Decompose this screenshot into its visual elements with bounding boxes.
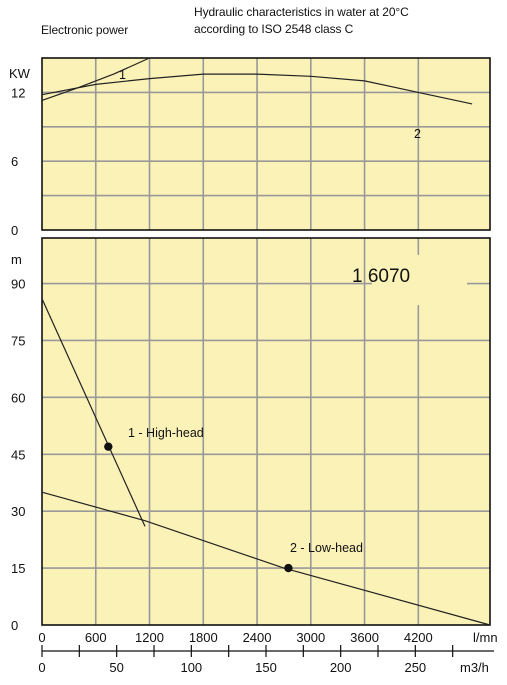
operating-point-2 [284, 563, 293, 573]
head-curve-1 [41, 298, 146, 527]
power-ytick-label: 0 [11, 223, 18, 238]
x-tick-label: 2400 [243, 630, 272, 645]
power-panel-frame [41, 57, 491, 231]
high-head-label: 1 - High-head [128, 426, 204, 440]
model-label: 1 6070 [352, 266, 410, 287]
m3h-tick-label: 0 [38, 660, 45, 675]
m3h-tick-label: 250 [404, 660, 426, 675]
power-ylabel: KW [9, 66, 31, 81]
hydraulic-characteristics-title: Hydraulic characteristics in water at 20… [194, 4, 409, 38]
x-tick-label: 1200 [135, 630, 164, 645]
m3h-tick-label: 50 [109, 660, 123, 675]
head-ylabel: m [11, 252, 22, 267]
head-ytick-label: 0 [11, 618, 18, 633]
power-ytick-label: 12 [11, 85, 25, 100]
x-axis-unit-lmn: l/mn [473, 630, 498, 645]
m3h-tick-label: 200 [330, 660, 352, 675]
x-tick-label: 3000 [296, 630, 325, 645]
head-ytick-label: 60 [11, 390, 25, 405]
x-tick-label: 0 [38, 630, 45, 645]
power-curve-1 [41, 57, 150, 101]
head-panel-frame [41, 237, 491, 626]
model-label-bg [372, 255, 467, 305]
low-head-label: 2 - Low-head [290, 541, 363, 555]
x-tick-label: 600 [85, 630, 107, 645]
head-ytick-label: 15 [11, 561, 25, 576]
title-line-1: Hydraulic characteristics in water at 20… [194, 5, 409, 19]
power-ytick-label: 6 [11, 154, 18, 169]
x-tick-label: 4200 [404, 630, 433, 645]
m3h-tick-label: 100 [180, 660, 202, 675]
power-curve-2 [41, 73, 473, 105]
power-curve-1-label: 1 [119, 68, 126, 82]
x-axis-unit-m3h: m3/h [460, 660, 489, 675]
title-line-2: according to ISO 2548 class C [194, 22, 354, 36]
power-curve-2-label: 2 [414, 127, 421, 141]
x-tick-label: 3600 [350, 630, 379, 645]
head-ytick-label: 30 [11, 504, 25, 519]
head-curve-2 [41, 491, 491, 626]
operating-point-1 [104, 442, 113, 451]
head-ytick-label: 45 [11, 447, 25, 462]
head-ytick-label: 90 [11, 277, 25, 292]
head-ytick-label: 75 [11, 333, 25, 348]
m3h-tick-label: 150 [255, 660, 277, 675]
power-panel-bg [42, 58, 490, 230]
electronic-power-title: Electronic power [41, 23, 129, 37]
x-tick-label: 1800 [189, 630, 218, 645]
